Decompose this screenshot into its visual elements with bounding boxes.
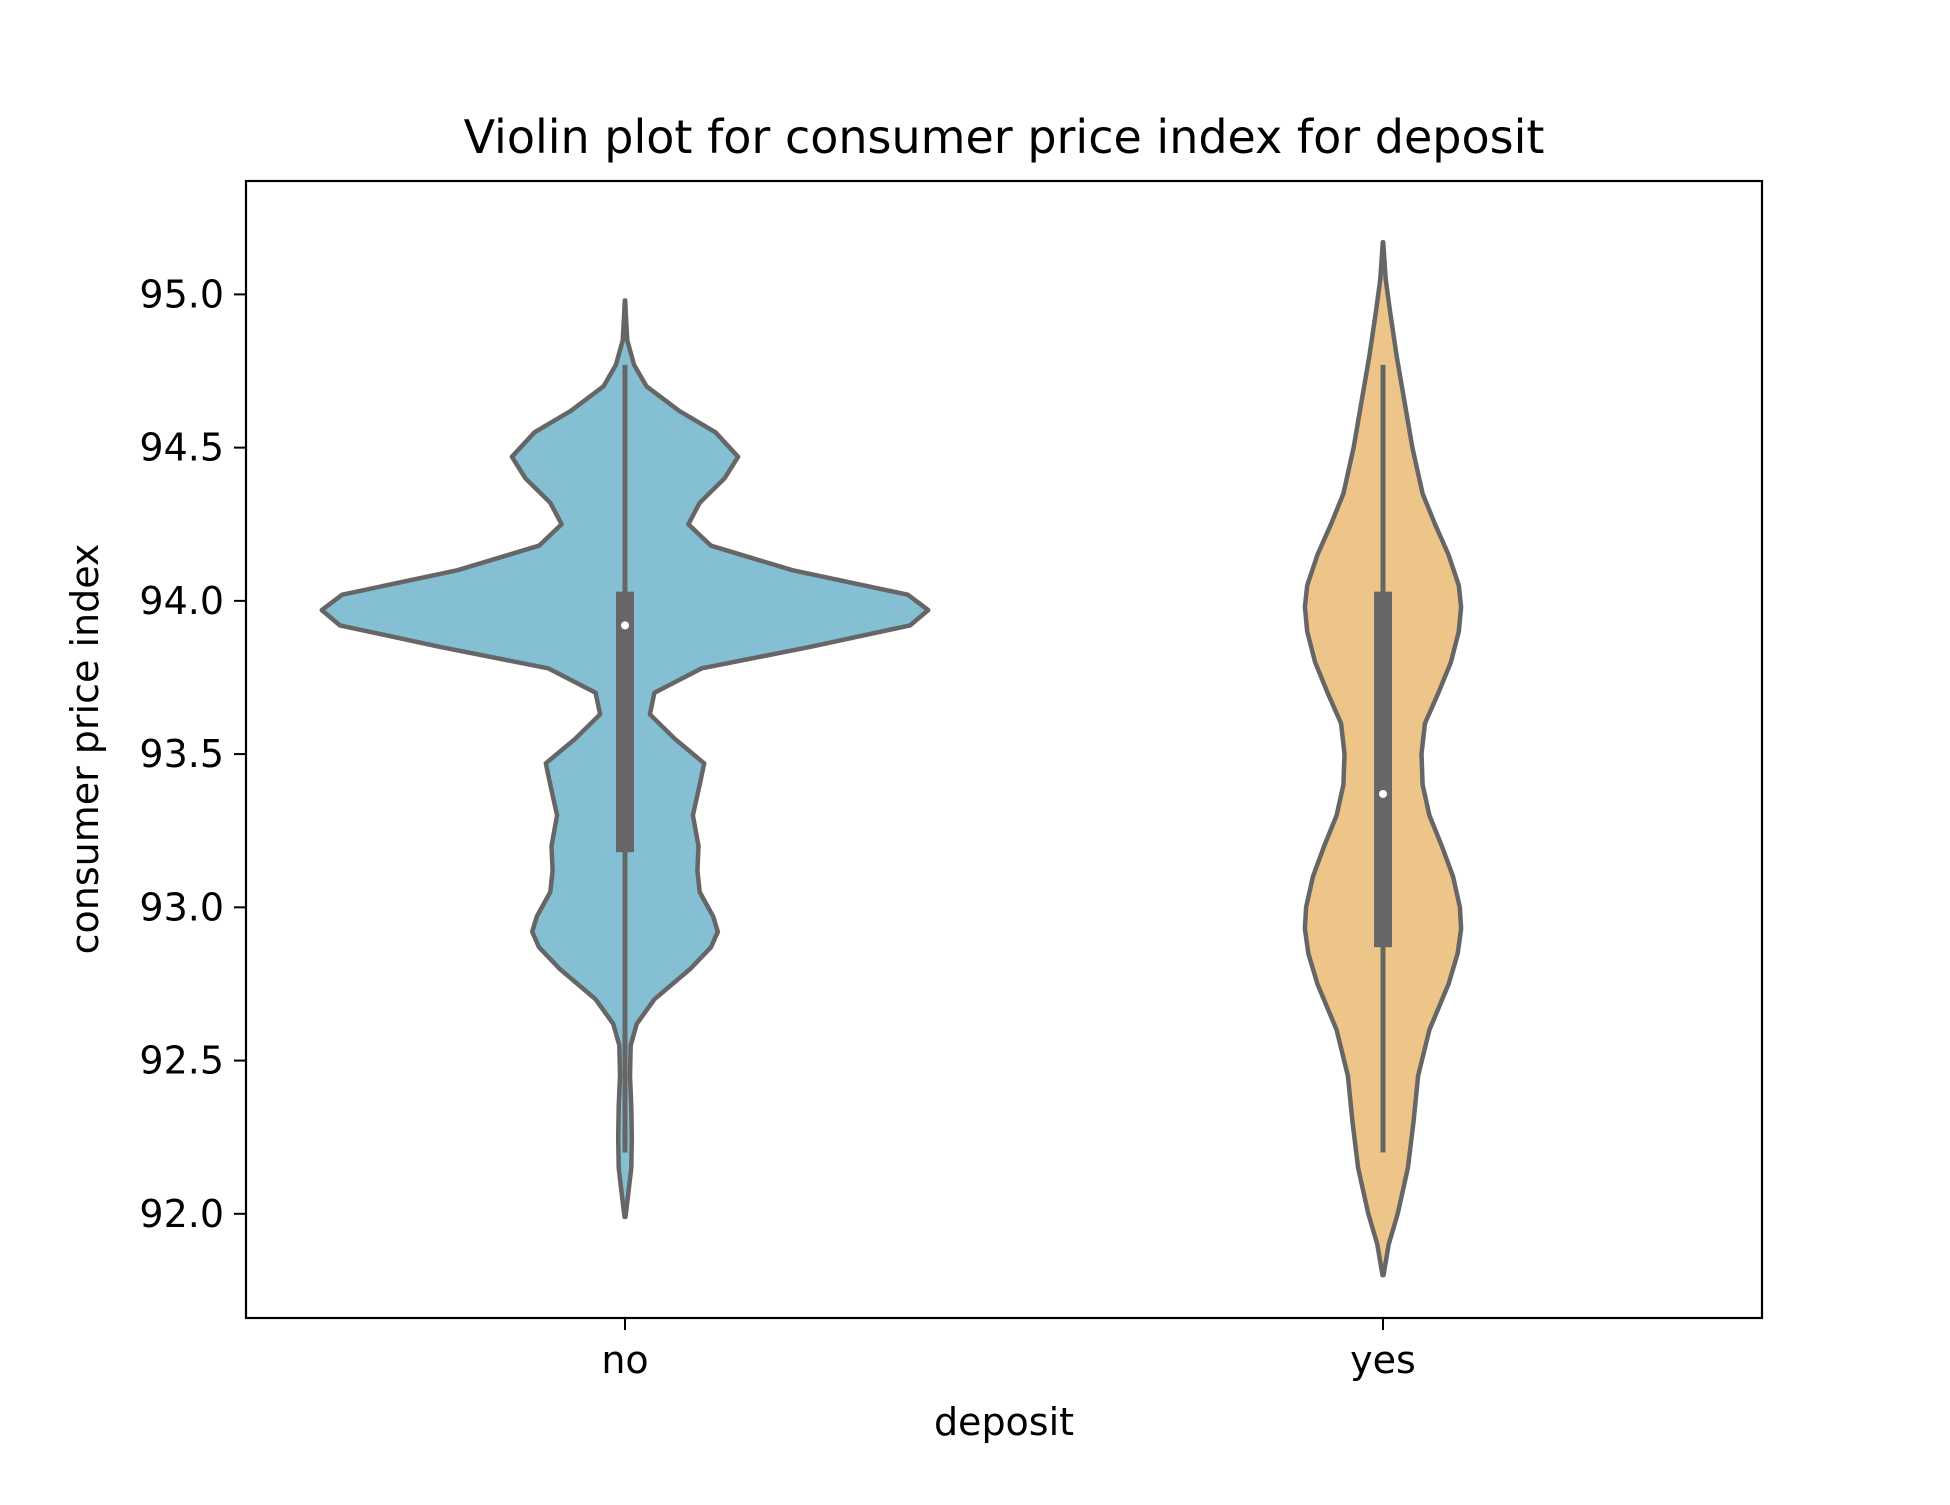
chart-title: Violin plot for consumer price index for… [464,110,1545,164]
median-point-yes [1379,789,1387,798]
x-axis-ticks: no yes [601,1318,1416,1382]
iqr-box-no [616,591,634,853]
violins-layer [319,240,1464,1278]
y-tick-label: 93.5 [139,732,224,776]
plot-frame [244,179,1764,1320]
y-tick-label: 94.5 [139,426,224,470]
y-tick-label: 94.0 [139,579,224,623]
y-tick-label: 93.0 [139,885,224,929]
x-tick-label: no [601,1338,648,1382]
x-tick-label: yes [1350,1338,1416,1382]
iqr-box-yes [1374,591,1392,948]
y-axis-label: consumer price index [63,544,107,955]
y-tick-label: 95.0 [139,272,224,316]
x-axis-label: deposit [934,1400,1074,1444]
y-axis-ticks: 92.0 92.5 93.0 93.5 94.0 94.5 95.0 [139,272,246,1236]
y-tick-label: 92.0 [139,1192,224,1236]
y-tick-label: 92.5 [139,1039,224,1083]
median-point-no [621,621,629,630]
